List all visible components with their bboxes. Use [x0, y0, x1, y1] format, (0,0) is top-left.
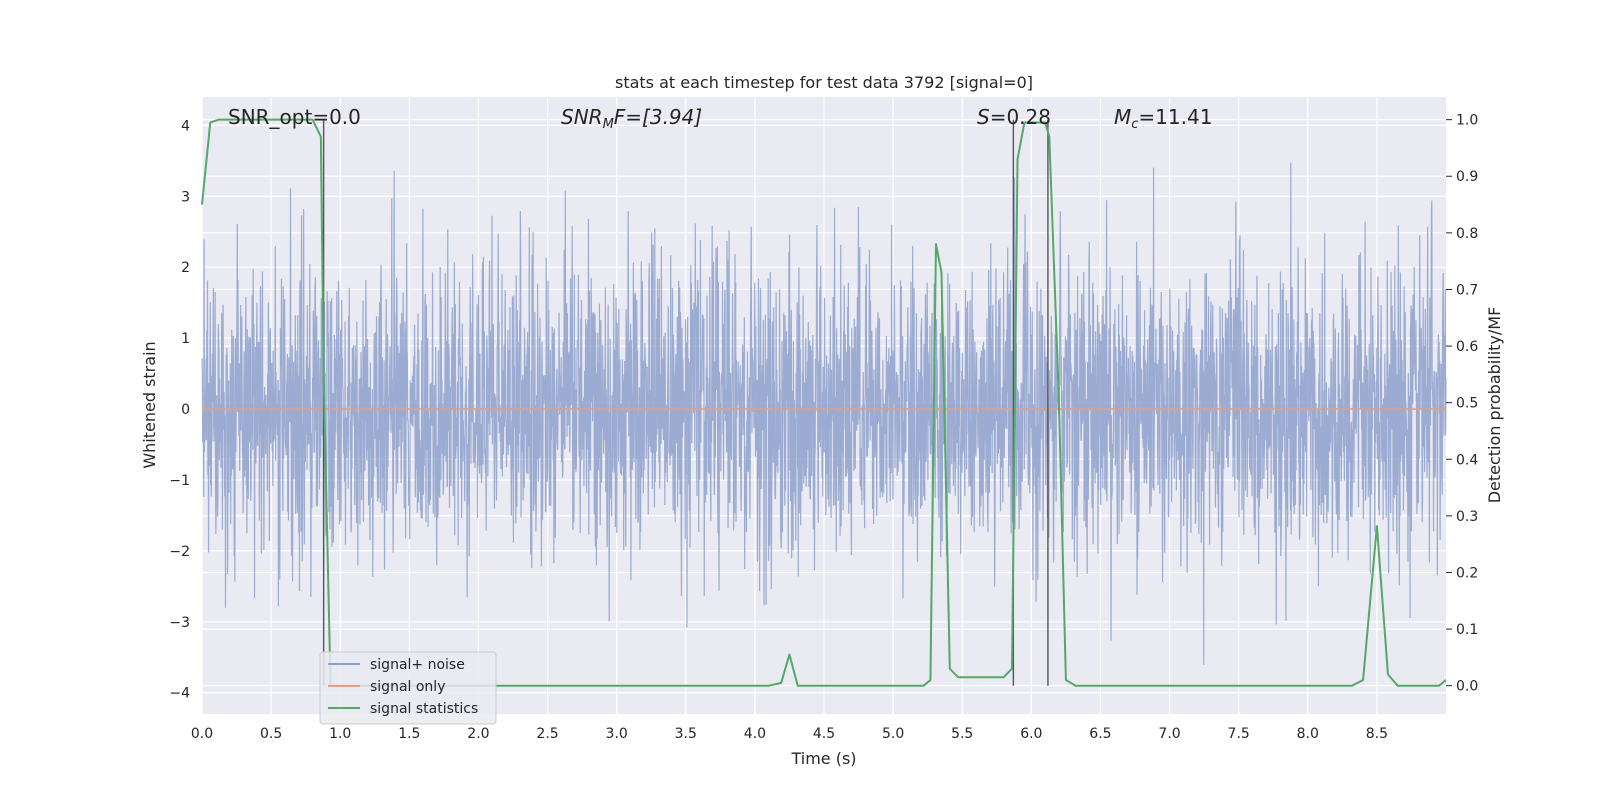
annotation-mc-sub: c — [1131, 117, 1138, 132]
x-tick-label-0: 0.0 — [191, 726, 213, 742]
legend-label-signal-only: signal only — [370, 679, 445, 695]
annotation-snr-mf: SNRMF=[3.94] — [561, 105, 702, 132]
annotation-mc-rest: =11.41 — [1138, 105, 1212, 129]
x-tick-label-14: 7.0 — [1158, 726, 1180, 742]
y-right-tick-label-10: 0.0 — [1456, 679, 1478, 695]
x-tick-label-9: 4.5 — [813, 726, 835, 742]
x-tick-label-7: 3.5 — [675, 726, 697, 742]
annotation-snr-mf-name: SNR — [561, 105, 603, 129]
y-right-tick-label-7: 0.3 — [1456, 509, 1478, 525]
x-tick-label-15: 7.5 — [1228, 726, 1250, 742]
signal-noise-line — [201, 162, 1447, 665]
y-left-tick-label-8: −4 — [169, 686, 190, 702]
y-left-tick-label-1: 3 — [181, 189, 190, 205]
y-axis-right-label: Detection probability/MF — [1485, 307, 1504, 504]
y-axis-left-ticks: 4 3 2 1 0 −1 −2 −3 −4 — [169, 118, 190, 701]
annotation-mc-name: M — [1114, 105, 1131, 129]
x-tick-label-2: 1.0 — [329, 726, 351, 742]
y-right-tick-label-0: 1.0 — [1456, 113, 1478, 129]
x-tick-label-10: 5.0 — [882, 726, 904, 742]
y-left-tick-label-0: 4 — [181, 118, 190, 134]
chart-title: stats at each timestep for test data 379… — [615, 73, 1033, 92]
legend-label-signal-noise: signal+ noise — [370, 657, 465, 673]
x-tick-label-11: 5.5 — [951, 726, 973, 742]
x-tick-label-5: 2.5 — [536, 726, 558, 742]
y-right-tick-label-3: 0.7 — [1456, 282, 1478, 298]
x-tick-label-12: 6.0 — [1020, 726, 1042, 742]
annotation-snr-mf-rest: F=[3.94] — [614, 105, 702, 129]
signal-statistics-series — [201, 118, 1447, 687]
annotation-s-name: S — [977, 105, 990, 129]
y-left-tick-label-7: −3 — [169, 615, 190, 631]
y-left-tick-label-6: −2 — [169, 544, 190, 560]
x-tick-label-8: 4.0 — [744, 726, 766, 742]
legend: signal+ noise signal only signal statist… — [319, 651, 497, 725]
legend-label-signal-statistics: signal statistics — [370, 701, 478, 717]
x-tick-label-6: 3.0 — [606, 726, 628, 742]
y-left-tick-label-3: 1 — [181, 331, 190, 347]
x-tick-label-17: 8.5 — [1366, 726, 1388, 742]
annotation-s: S=0.28 — [977, 105, 1051, 129]
x-axis-label: Time (s) — [790, 749, 856, 768]
legend-box — [319, 651, 497, 725]
annotation-mc: Mc=11.41 — [1114, 105, 1212, 132]
x-tick-label-16: 8.0 — [1297, 726, 1319, 742]
x-tick-label-1: 0.5 — [260, 726, 282, 742]
y-axis-left-label: Whitened strain — [140, 341, 159, 468]
y-left-tick-label-4: 0 — [181, 402, 190, 418]
x-tick-label-3: 1.5 — [398, 726, 420, 742]
signal-noise-series — [201, 162, 1447, 665]
y-right-tick-label-1: 0.9 — [1456, 169, 1478, 185]
x-tick-label-13: 6.5 — [1089, 726, 1111, 742]
annotation-s-rest: =0.28 — [990, 105, 1051, 129]
annotation-snr-mf-sub: M — [603, 117, 614, 132]
y-axis-right-ticks: 1.0 0.9 0.8 0.7 0.6 0.5 0.4 0.3 0.2 0.1 0.0 — [1446, 113, 1478, 695]
x-tick-label-4: 2.0 — [467, 726, 489, 742]
signal-statistics-line — [201, 118, 1447, 687]
x-axis-ticks: 0.0 0.5 1.0 1.5 2.0 2.5 3.0 3.5 4.0 4.5 5.0 5.5 6.0 6… — [191, 726, 1388, 742]
y-right-tick-label-6: 0.4 — [1456, 452, 1478, 468]
y-right-tick-label-9: 0.1 — [1456, 622, 1478, 638]
y-right-tick-label-8: 0.2 — [1456, 565, 1478, 581]
annotation-snr-opt: SNR_opt=0.0 — [228, 105, 361, 129]
y-left-tick-label-5: −1 — [169, 473, 190, 489]
y-left-tick-label-2: 2 — [181, 260, 190, 276]
y-right-tick-label-2: 0.8 — [1456, 226, 1478, 242]
y-right-tick-label-5: 0.5 — [1456, 396, 1478, 412]
y-right-tick-label-4: 0.6 — [1456, 339, 1478, 355]
